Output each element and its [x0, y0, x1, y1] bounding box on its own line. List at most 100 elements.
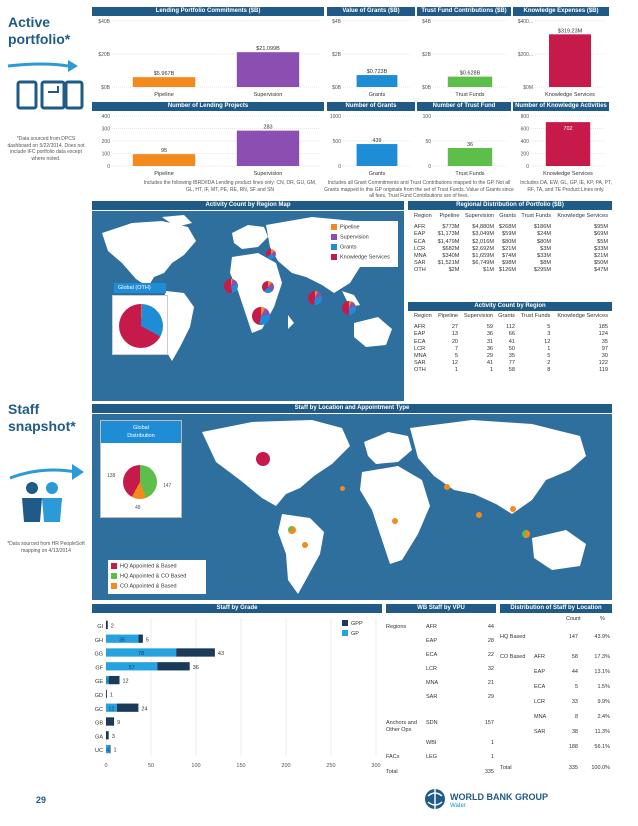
- hq-label: HQ Based: [500, 634, 526, 640]
- table-cell: $2,016M: [472, 238, 495, 245]
- total-pct: 100.0%: [591, 765, 610, 771]
- y-tick-label: 300: [102, 127, 111, 133]
- vpu-value: 32: [487, 666, 494, 672]
- loc-pct: 1.5%: [597, 684, 610, 690]
- table-cell: 185: [598, 324, 608, 331]
- pie-afr: [252, 307, 270, 325]
- table-cell: 13: [451, 331, 459, 338]
- table-cell: $80M: [537, 238, 552, 245]
- y-tick-label: $4B: [422, 19, 432, 25]
- table-cell: 35: [508, 353, 515, 360]
- table-cell: $682M: [442, 245, 460, 252]
- legend-grants: Grants: [331, 244, 357, 251]
- vpu-name: WBI: [426, 740, 437, 746]
- table-cell: 29: [486, 353, 494, 360]
- table-row: LCR $682M $2,692M $21M $3M $33M: [412, 246, 610, 253]
- hq-count: 147: [568, 634, 578, 640]
- table-cell: $2,692M: [472, 245, 495, 252]
- global-distribution-box: Global Distribution 138 147 48: [100, 420, 182, 518]
- co-label: CO Based: [500, 654, 526, 660]
- table-row: ECA 20 31 41 12 35: [412, 339, 610, 346]
- brand-sub: Water: [450, 803, 466, 809]
- activity-map: Global (OTH) Pipeline Supervision Grants…: [92, 211, 404, 401]
- table-cell: $33M: [594, 245, 608, 252]
- gp-value-label: 78: [138, 651, 144, 657]
- loc-count: 44: [571, 669, 578, 675]
- bar: [447, 76, 493, 87]
- trust-contrib-chart: $4B $2B $0B $0.628B Trust Funds: [422, 19, 507, 98]
- map1-header: Activity Count by Region Map: [92, 201, 404, 210]
- gp-bar: [106, 662, 158, 671]
- total-count: 335: [568, 765, 578, 771]
- staff-pie-lcr: [288, 526, 296, 534]
- world-bank-logo-icon: [425, 789, 445, 809]
- table-header-row: Region Pipeline Supervision Grants Trust Fun…: [412, 313, 610, 320]
- table-row: EAP 13 36 66 3 124: [412, 331, 610, 338]
- y-tick-label: 100: [102, 152, 111, 158]
- table-cell: $2M: [448, 267, 460, 274]
- num-grants-header: Number of Grants: [327, 102, 415, 111]
- wb-vpu-table: Regions Anchors and Other Ops FACs Total…: [386, 614, 496, 775]
- pie-label-147: 147: [163, 483, 172, 489]
- table-cell: $268M: [498, 224, 517, 231]
- table-cell: $5M: [597, 238, 608, 245]
- gpp-bar: [106, 620, 108, 630]
- gpp-value-label: 12: [123, 679, 129, 685]
- vpu-group-facs: FACs: [386, 754, 400, 760]
- gpp-bar: [106, 689, 107, 699]
- table-cell: 1: [454, 367, 459, 374]
- table-cell: 66: [508, 331, 515, 338]
- table-cell: $21M: [594, 253, 608, 260]
- loc-count: 8: [574, 714, 578, 720]
- loc-count: 33: [571, 699, 578, 705]
- num-grants-chart: 1000 500 0 439 Grants: [330, 114, 411, 177]
- table-cell: $773M: [442, 224, 460, 231]
- table-cell: $74M: [502, 253, 517, 260]
- x-category-label: Pipeline: [154, 171, 174, 177]
- y-tick-label: 0: [338, 164, 341, 170]
- legend-supervision: Supervision: [331, 234, 369, 241]
- gp-bar: [106, 744, 110, 754]
- wb-vpu-header: WB Staff by VPU: [386, 604, 496, 613]
- loc-count: 5: [574, 684, 578, 690]
- table-cell: 124: [598, 331, 608, 338]
- table-cell: 5: [547, 324, 551, 331]
- table-cell: $1,659M: [472, 253, 495, 260]
- table-cell: 3: [547, 331, 551, 338]
- co-total-count: 188: [568, 744, 578, 750]
- num-trust-chart: 100 50 0 36 Trust Funds: [423, 114, 507, 177]
- vpu-name: LCR: [426, 666, 438, 672]
- bar-value-label: 283: [263, 125, 272, 131]
- table-cell: $1,479M: [437, 238, 460, 245]
- y-tick-label: 800: [521, 114, 530, 120]
- dist-location-table: Count % HQ Based 147 43.9% CO Based 188 …: [500, 614, 612, 774]
- table-cell: 97: [601, 345, 608, 352]
- y-tick-label: 1000: [330, 114, 341, 120]
- y-tick-label: 50: [425, 139, 431, 145]
- x-tick-label: 150: [236, 763, 245, 769]
- y-tick-label: 100: [423, 114, 432, 120]
- table-cell: $340M: [442, 253, 460, 260]
- column-header: Supervision: [464, 213, 495, 219]
- table-cell: 1: [489, 367, 494, 374]
- gpp-value-label: 43: [218, 651, 224, 657]
- hq-pct: 43.9%: [594, 634, 610, 640]
- grade-label: UC: [95, 748, 103, 754]
- gpp-value-label: 1: [110, 693, 113, 699]
- loc-region: LCR: [534, 699, 546, 705]
- gpp-value-label: 5: [146, 637, 149, 643]
- bar: [132, 154, 196, 166]
- legend-swatch-gp: [342, 630, 348, 636]
- table-header-row: Region Pipeline Supervision Grants Trust Fun…: [412, 213, 610, 220]
- vpu-name: LEG: [426, 754, 438, 760]
- table-cell: $24M: [537, 231, 552, 238]
- global-oth-box: [112, 295, 168, 355]
- map2-header: Staff by Location and Appointment Type: [92, 404, 612, 413]
- vpu-value: 157: [484, 720, 494, 726]
- table-cell: 12: [451, 360, 459, 367]
- table-row: OTH 1 1 58 8 119: [412, 367, 610, 374]
- table-cell: $95M: [594, 224, 608, 231]
- table-row: OTH $2M $1M $126M $295M $47M: [412, 267, 610, 274]
- num-lending-note: Includes the following IBRD/IDA Lending …: [143, 180, 317, 193]
- legend-hq-co-based: HQ Appointed & CO Based: [111, 573, 186, 580]
